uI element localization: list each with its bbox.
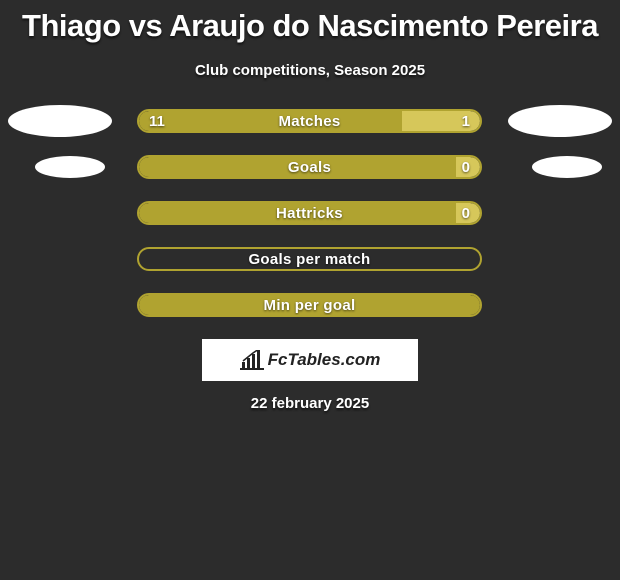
logo-box: FcTables.com: [202, 339, 418, 381]
subtitle: Club competitions, Season 2025: [0, 62, 620, 79]
date-text: 22 february 2025: [0, 395, 620, 412]
stat-value-player2: 0: [462, 203, 470, 223]
stat-value-player2: 0: [462, 157, 470, 177]
comparison-chart: Matches111Goals0Hattricks0Goals per matc…: [0, 109, 620, 317]
stat-row: Hattricks0: [0, 201, 620, 225]
stat-label: Hattricks: [139, 203, 480, 223]
page-title: Thiago vs Araujo do Nascimento Pereira: [0, 0, 620, 44]
stat-bar: Goals0: [137, 155, 482, 179]
chart-icon: [240, 350, 264, 370]
stat-bar: Matches111: [137, 109, 482, 133]
stat-value-player1: 11: [149, 111, 165, 131]
stat-row: Goals per match: [0, 247, 620, 271]
stat-label: Goals per match: [139, 249, 480, 269]
stat-row: Min per goal: [0, 293, 620, 317]
player1-avatar: [8, 105, 112, 137]
stat-label: Min per goal: [139, 295, 480, 315]
stat-value-player2: 1: [462, 111, 470, 131]
stat-bar: Hattricks0: [137, 201, 482, 225]
stat-label: Goals: [139, 157, 480, 177]
player2-avatar: [532, 156, 602, 178]
stat-row: Goals0: [0, 155, 620, 179]
stat-bar: Min per goal: [137, 293, 482, 317]
player2-avatar: [508, 105, 612, 137]
player1-avatar: [35, 156, 105, 178]
stat-label: Matches: [139, 111, 480, 131]
stat-bar: Goals per match: [137, 247, 482, 271]
logo-text: FcTables.com: [268, 350, 381, 370]
stat-row: Matches111: [0, 109, 620, 133]
